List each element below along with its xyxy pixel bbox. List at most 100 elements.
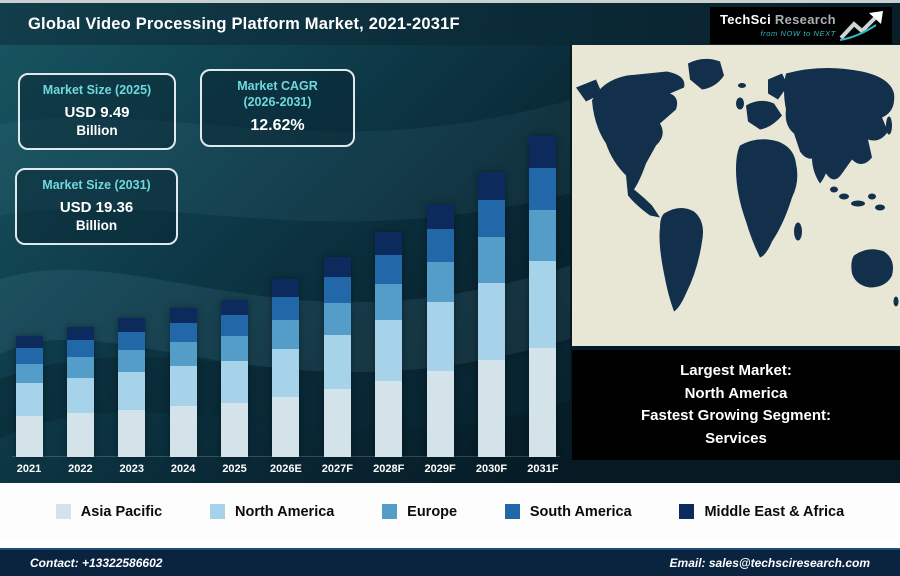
bar-column: 2026E: [269, 279, 303, 481]
bar-segment: [118, 350, 146, 373]
bar-stack: [323, 257, 351, 457]
stat-unit: Billion: [75, 218, 118, 234]
x-axis-label: 2026E: [270, 463, 302, 475]
bar-column: 2031F: [526, 135, 560, 481]
bar-stack: [15, 335, 43, 457]
bar-stack: [375, 231, 403, 457]
bar-segment: [15, 335, 43, 348]
bar-column: 2029F: [423, 203, 457, 481]
email-text: Email: sales@techsciresearch.com: [669, 556, 870, 570]
bar-segment: [221, 360, 249, 404]
bar-segment: [375, 254, 403, 284]
stat-label: Market Size (2031): [42, 178, 151, 192]
bar-column: 2027F: [320, 257, 354, 481]
chart-legend: Asia Pacific North America Europe South …: [0, 483, 900, 540]
bar-segment: [529, 347, 557, 457]
bar-segment: [221, 403, 249, 457]
logo-text: TechSci Research from NOW to NEXT: [720, 13, 836, 38]
stat-box-market-cagr: Market CAGR (2026-2031) 12.62%: [200, 69, 355, 148]
bar-segment: [66, 327, 94, 341]
bar-segment: [15, 383, 43, 416]
stat-box-market-size-2031: Market Size (2031) USD 19.36 Billion: [15, 168, 178, 245]
legend-swatch-north-america: [209, 504, 225, 519]
stat-label-line2: (2026-2031): [243, 94, 312, 109]
bar-segment: [272, 396, 300, 457]
legend-item-middle-east-africa: Middle East & Africa: [679, 504, 844, 520]
x-axis-label: 2028F: [373, 463, 405, 475]
legend-swatch-europe: [382, 504, 398, 519]
stat-value: USD 19.36: [59, 198, 134, 216]
bar-segment: [478, 200, 506, 238]
bar-segment: [221, 335, 249, 361]
bar-segment: [272, 279, 300, 298]
legend-item-north-america: North America: [209, 503, 335, 520]
fastest-segment-label: Fastest Growing Segment:: [640, 407, 832, 424]
x-axis-label: 2031F: [527, 463, 559, 475]
bar-stack: [169, 308, 197, 457]
stat-value: USD 9.49: [64, 103, 130, 121]
bar-segment: [66, 357, 94, 378]
bar-segment: [66, 340, 94, 358]
bar-segment: [529, 209, 557, 262]
bar-segment: [169, 366, 197, 407]
bar-segment: [169, 406, 197, 457]
bar-column: 2021: [12, 335, 46, 481]
bar-column: 2022: [63, 327, 97, 481]
bar-segment: [426, 229, 454, 262]
bar-stack: [529, 135, 557, 457]
bar-stack: [221, 299, 249, 457]
market-note-box: Largest Market: North America Fastest Gr…: [572, 350, 900, 460]
bar-segment: [272, 348, 300, 397]
bar-stack: [426, 203, 454, 457]
fastest-segment-value: Services: [705, 429, 767, 447]
bar-segment: [221, 315, 249, 336]
bar-segment: [478, 360, 506, 457]
legend-item-europe: Europe: [382, 504, 457, 520]
bar-segment: [323, 335, 351, 390]
largest-market-value: North America: [684, 384, 788, 402]
bar-segment: [118, 318, 146, 332]
bar-segment: [529, 261, 557, 348]
legend-item-south-america: South America: [504, 504, 632, 520]
bar-segment: [478, 283, 506, 361]
bar-segment: [323, 277, 351, 304]
x-axis-label: 2021: [16, 463, 42, 475]
bar-segment: [66, 412, 94, 457]
bar-stack: [66, 327, 94, 457]
bar-stack: [478, 171, 506, 457]
legend-label: North America: [234, 503, 335, 520]
bar-segment: [169, 308, 197, 323]
footer: Contact: +13322586602 Email: sales@techs…: [0, 548, 900, 576]
legend-swatch-middle-east-africa: [679, 504, 695, 519]
x-axis-label: 2027F: [321, 463, 353, 475]
bar-column: 2030F: [475, 171, 509, 481]
bar-segment: [66, 377, 94, 413]
bar-segment: [169, 342, 197, 367]
legend-label: Asia Pacific: [80, 503, 163, 520]
logo-brand-primary: TechSci: [720, 12, 771, 28]
stat-box-market-size-2025: Market Size (2025) USD 9.49 Billion: [18, 73, 176, 150]
bar-segment: [529, 135, 557, 168]
bar-segment: [272, 320, 300, 349]
bar-column: 2028F: [372, 231, 406, 481]
bar-segment: [426, 203, 454, 230]
bar-segment: [118, 409, 146, 457]
stat-label: Market Size (2025): [42, 83, 152, 97]
bar-column: 2024: [166, 308, 200, 481]
bar-segment: [529, 167, 557, 210]
bar-stack: [272, 279, 300, 457]
bar-segment: [375, 319, 403, 381]
techsci-logo: TechSci Research from NOW to NEXT: [710, 7, 892, 44]
x-axis-label: 2024: [170, 463, 196, 475]
legend-item-asia-pacific: Asia Pacific: [55, 503, 163, 520]
bar-segment: [169, 322, 197, 343]
stat-unit: Billion: [76, 123, 118, 139]
x-axis-label: 2030F: [475, 463, 508, 475]
x-axis-label: 2022: [68, 463, 93, 475]
bar-segment: [221, 299, 249, 316]
legend-label: Middle East & Africa: [704, 503, 845, 520]
bar-segment: [118, 331, 146, 351]
bar-segment: [375, 283, 403, 320]
bar-segment: [426, 370, 454, 457]
bar-segment: [272, 297, 300, 321]
